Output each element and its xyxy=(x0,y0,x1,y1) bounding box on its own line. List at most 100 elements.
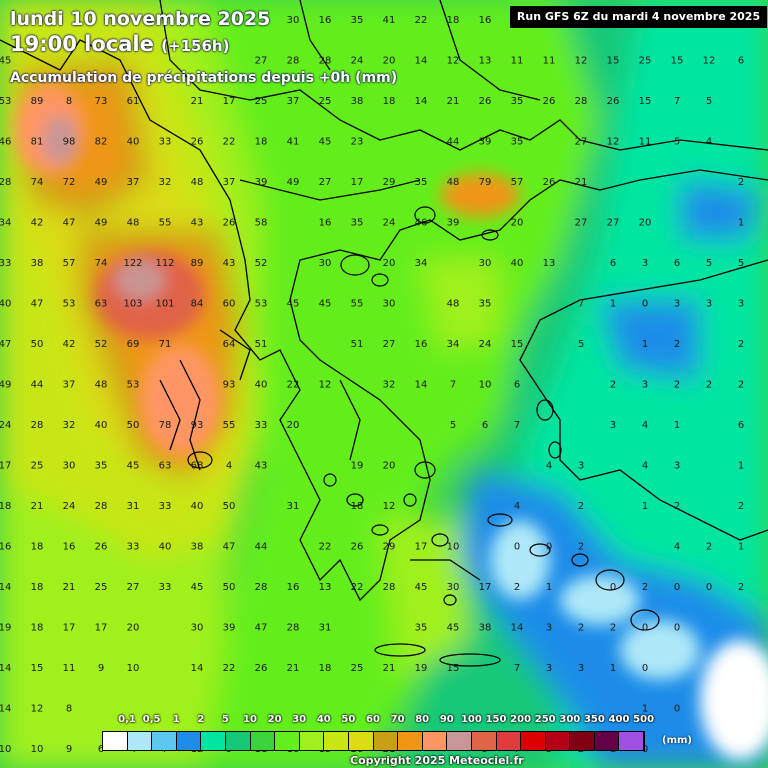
legend-label: 10 xyxy=(243,714,257,725)
grid-value: 39 xyxy=(447,218,460,229)
grid-value: 30 xyxy=(63,461,76,472)
grid-value: 38 xyxy=(191,542,204,553)
grid-value: 18 xyxy=(383,96,396,107)
grid-value: 45 xyxy=(0,56,11,67)
grid-value: 42 xyxy=(31,218,44,229)
grid-value: 15 xyxy=(31,663,44,674)
grid-value: 3 xyxy=(674,461,680,472)
grid-value: 3 xyxy=(674,299,680,310)
grid-value: 38 xyxy=(479,623,492,634)
grid-value: 18 xyxy=(31,542,44,553)
grid-value: 0 xyxy=(642,663,648,674)
grid-value: 55 xyxy=(351,299,364,310)
grid-value: 21 xyxy=(31,501,44,512)
grid-value: 16 xyxy=(319,15,332,26)
legend-labels: 0,1 0,5 1 2 5 10 20 30 40 50 60 70 80 90 100 150 200 250 3… xyxy=(0,714,768,728)
grid-value: 48 xyxy=(95,380,108,391)
grid-value: 2 xyxy=(514,582,520,593)
grid-value: 26 xyxy=(543,96,556,107)
grid-value: 47 xyxy=(255,623,268,634)
grid-value: 4 xyxy=(546,461,552,472)
grid-value: 78 xyxy=(159,420,172,431)
grid-value: 10 xyxy=(0,744,11,755)
grid-value: 71 xyxy=(159,339,172,350)
grid-value: 14 xyxy=(191,663,204,674)
grid-value: 27 xyxy=(255,56,268,67)
grid-value: 6 xyxy=(482,420,488,431)
grid-value: 14 xyxy=(415,96,428,107)
grid-value: 74 xyxy=(31,177,44,188)
grid-value: 22 xyxy=(223,663,236,674)
legend-swatch xyxy=(471,732,497,750)
legend-swatch xyxy=(324,732,349,750)
grid-value: 30 xyxy=(191,623,204,634)
grid-value: 45 xyxy=(127,461,140,472)
grid-value: 51 xyxy=(351,339,364,350)
grid-value: 13 xyxy=(479,56,492,67)
grid-value: 22 xyxy=(223,137,236,148)
legend-label: 90 xyxy=(439,714,454,725)
legend-label: 100 xyxy=(460,714,482,725)
grid-value: 1 xyxy=(642,339,648,350)
grid-value: 4 xyxy=(674,542,680,553)
legend-label: 500 xyxy=(633,714,655,725)
grid-value: 101 xyxy=(155,299,174,310)
grid-value: 16 xyxy=(319,218,332,229)
grid-value: 45 xyxy=(415,582,428,593)
grid-value: 5 xyxy=(706,96,712,107)
legend-swatch xyxy=(447,732,472,750)
grid-value: 22 xyxy=(319,542,332,553)
grid-value: 35 xyxy=(95,461,108,472)
grid-value: 48 xyxy=(127,218,140,229)
grid-value: 34 xyxy=(447,339,460,350)
grid-value: 17 xyxy=(63,623,76,634)
grid-value: 17 xyxy=(0,461,11,472)
copyright: Copyright 2025 Meteociel.fr xyxy=(350,754,524,767)
grid-value: 45 xyxy=(191,582,204,593)
field-description: Accumulation de précipitations depuis +0… xyxy=(10,70,398,86)
grid-value: 18 xyxy=(351,501,364,512)
grid-value: 89 xyxy=(191,258,204,269)
grid-value: 4 xyxy=(514,501,520,512)
grid-value: 37 xyxy=(223,177,236,188)
legend-swatch xyxy=(373,732,399,750)
grid-value: 14 xyxy=(415,56,428,67)
grid-value: 34 xyxy=(415,258,428,269)
grid-value: 2 xyxy=(642,582,648,593)
legend-label: 1 xyxy=(172,714,180,725)
grid-value: 40 xyxy=(95,420,108,431)
grid-value: 11 xyxy=(511,56,524,67)
grid-value: 30 xyxy=(447,582,460,593)
grid-value: 14 xyxy=(0,704,11,715)
grid-value: 17 xyxy=(479,582,492,593)
grid-value: 15 xyxy=(671,56,684,67)
forecast-time-label: 19:00 locale xyxy=(10,32,154,56)
grid-value: 35 xyxy=(511,137,524,148)
grid-value: 4 xyxy=(642,461,648,472)
grid-value: 5 xyxy=(706,258,712,269)
grid-value: 10 xyxy=(447,542,460,553)
grid-value: 38 xyxy=(351,96,364,107)
grid-value: 21 xyxy=(191,96,204,107)
grid-value: 1 xyxy=(738,542,744,553)
grid-value: 10 xyxy=(479,380,492,391)
grid-value: 26 xyxy=(191,137,204,148)
grid-value: 34 xyxy=(0,218,11,229)
grid-value: 82 xyxy=(95,137,108,148)
grid-value: 44 xyxy=(255,542,268,553)
legend-swatch xyxy=(275,732,300,750)
grid-value: 0 xyxy=(674,704,680,715)
grid-value: 27 xyxy=(575,218,588,229)
grid-value: 40 xyxy=(127,137,140,148)
grid-value: 20 xyxy=(127,623,140,634)
forecast-date: lundi 10 novembre 2025 xyxy=(10,8,271,30)
grid-value: 33 xyxy=(159,582,172,593)
grid-value: 46 xyxy=(0,137,11,148)
coastlines xyxy=(0,0,768,602)
legend-unit: (mm) xyxy=(662,735,692,746)
grid-value: 24 xyxy=(63,501,76,512)
grid-value: 30 xyxy=(319,258,332,269)
grid-value: 2 xyxy=(610,623,616,634)
grid-value: 0 xyxy=(674,623,680,634)
islands xyxy=(187,206,660,667)
